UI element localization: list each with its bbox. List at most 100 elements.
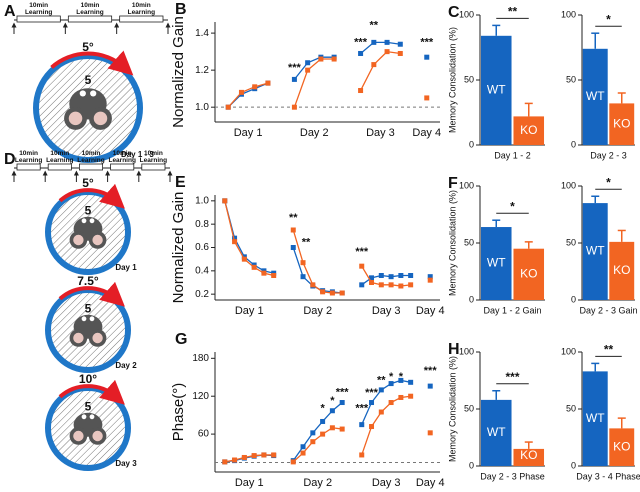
y-tick-label: 0: [469, 139, 474, 149]
data-point: [329, 290, 335, 296]
significance-label: *: [606, 175, 611, 189]
series-line: [227, 82, 269, 108]
data-point: [427, 430, 433, 436]
data-point: [271, 452, 277, 458]
significance-label: ***: [420, 36, 434, 48]
data-point: [339, 426, 345, 432]
y-tick-label: 50: [464, 403, 474, 413]
eye: [89, 316, 95, 322]
panel-label: A: [4, 3, 16, 20]
eye: [89, 218, 95, 224]
session-label: 10min Learning: [128, 2, 155, 16]
y-tick-label: 100: [561, 180, 576, 190]
significance-label: ***: [424, 365, 438, 377]
significance-label: ***: [288, 62, 302, 74]
x-tick-label: Day 1: [235, 477, 264, 489]
significance-label: **: [604, 343, 614, 357]
bar: [582, 48, 608, 145]
data-point: [427, 274, 433, 280]
panel-label: H: [448, 341, 460, 358]
significance-label: **: [508, 5, 518, 19]
ear-inner: [73, 430, 84, 442]
series-line: [360, 50, 401, 91]
y-tick-label: 0: [571, 294, 576, 304]
data-point: [318, 56, 324, 62]
x-axis-label: Day 2 - 3 Phase: [480, 471, 545, 481]
data-point: [424, 95, 430, 101]
rotation-arrow: [58, 281, 125, 307]
session-label: 10min Learning: [76, 2, 103, 16]
session-label: 10min Learning: [46, 150, 73, 164]
session-block: [16, 163, 41, 171]
data-point: [397, 41, 403, 47]
data-point: [398, 377, 404, 383]
data-point: [300, 260, 306, 266]
y-tick-label: 120: [192, 391, 209, 402]
data-point: [359, 282, 365, 288]
panel-label: D: [4, 151, 16, 168]
x-tick-label: Day 4: [412, 127, 441, 139]
data-point: [329, 408, 335, 414]
y-tick-label: 0: [571, 139, 576, 149]
data-point: [424, 54, 430, 60]
eye: [79, 90, 86, 97]
data-point: [397, 50, 403, 56]
data-point: [388, 282, 394, 288]
data-point: [378, 387, 384, 393]
data-point: [359, 422, 365, 428]
series-line: [227, 82, 269, 108]
data-point: [331, 56, 337, 62]
session-label: 10min Learning: [77, 150, 104, 164]
bar: [609, 103, 635, 145]
day-label: Day 2: [115, 361, 137, 370]
data-point: [339, 400, 345, 406]
significance-label: *: [330, 395, 335, 407]
session-block: [47, 163, 72, 171]
ear-inner: [73, 234, 84, 246]
data-point: [232, 457, 238, 463]
bar-label: WT: [586, 244, 605, 258]
y-tick-label: 100: [459, 180, 474, 190]
rotation-angle: 7.5°: [77, 274, 99, 288]
significance-label: *: [320, 403, 325, 415]
y-tick-label: 0.6: [195, 242, 209, 253]
x-tick-label: Day 2: [303, 305, 332, 317]
y-tick-label: 1.4: [195, 28, 209, 39]
significance-label: ***: [505, 370, 519, 384]
inner-angle: 5: [85, 73, 92, 87]
bar-label: WT: [487, 425, 506, 439]
bar: [480, 227, 512, 300]
y-tick-label: 0: [571, 460, 576, 470]
x-tick-label: Day 3: [372, 477, 401, 489]
ear-inner: [92, 332, 103, 344]
data-point: [300, 444, 306, 450]
y-axis-label: Normalized Gain: [170, 16, 187, 128]
x-axis-label: Day 2 - 3 Gain: [579, 305, 637, 315]
y-tick-label: 1.2: [195, 65, 209, 76]
data-point: [427, 277, 433, 283]
data-point: [300, 274, 306, 280]
bar: [582, 371, 608, 466]
data-point: [320, 431, 326, 437]
significance-label: ***: [365, 387, 379, 399]
data-point: [222, 459, 228, 465]
bar-label: KO: [613, 263, 630, 277]
data-point: [388, 400, 394, 406]
session-label: 10min Learning: [140, 150, 167, 164]
data-point: [329, 425, 335, 431]
session-block: [67, 15, 113, 23]
data-point: [251, 264, 257, 270]
x-axis-label: Day 1 - 2: [494, 150, 531, 160]
data-point: [252, 84, 258, 90]
inner-angle: 5: [85, 399, 92, 413]
significance-label: ***: [355, 246, 369, 258]
significance-label: **: [289, 212, 298, 224]
data-point: [310, 439, 316, 445]
y-axis-label: Normalized Gain: [170, 192, 187, 304]
data-point: [388, 274, 394, 280]
bar: [609, 428, 635, 466]
data-point: [359, 263, 365, 269]
data-point: [408, 393, 414, 399]
data-point: [310, 430, 316, 436]
data-point: [265, 80, 271, 86]
